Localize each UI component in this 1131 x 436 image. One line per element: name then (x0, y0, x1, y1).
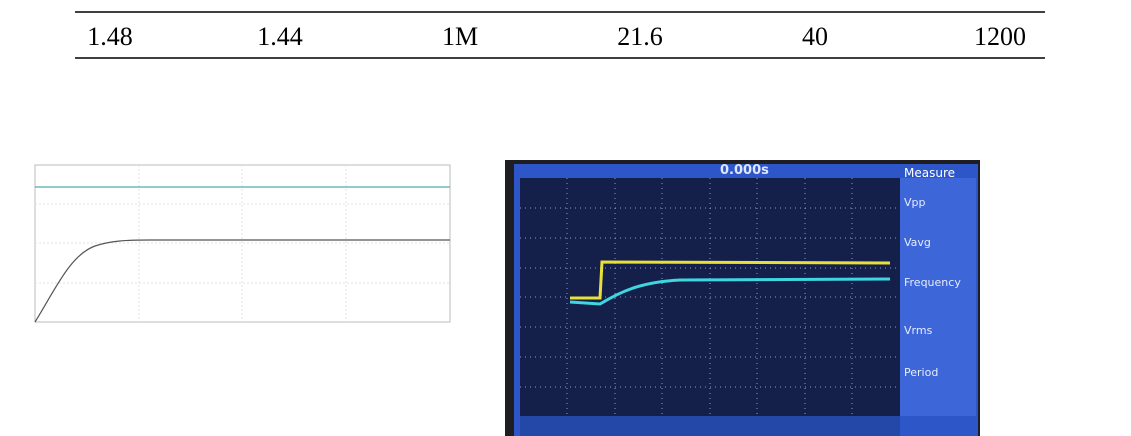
table-cell: 1M (380, 22, 540, 52)
page: 1.48 1.44 1M 21.6 40 1200 0.000s Measure… (0, 0, 1131, 436)
canvas (0, 0, 1131, 436)
measure-item: Vavg (904, 236, 931, 249)
measure-panel (900, 178, 976, 416)
scope-time: 0.000s (720, 163, 769, 178)
table-cell: 1.44 (200, 22, 360, 52)
measure-item: Frequency (904, 276, 961, 289)
simulation-plot (35, 165, 450, 322)
measure-item: Period (904, 366, 938, 379)
table-cell: 1.48 (30, 22, 190, 52)
measure-item: Vrms (904, 324, 932, 337)
measure-title: Measure (904, 166, 955, 180)
scope-status-bar (520, 416, 900, 436)
table-cell: 21.6 (560, 22, 720, 52)
table-cell: 1200 (920, 22, 1080, 52)
table-cell: 40 (735, 22, 895, 52)
measure-item: Vpp (904, 196, 926, 209)
